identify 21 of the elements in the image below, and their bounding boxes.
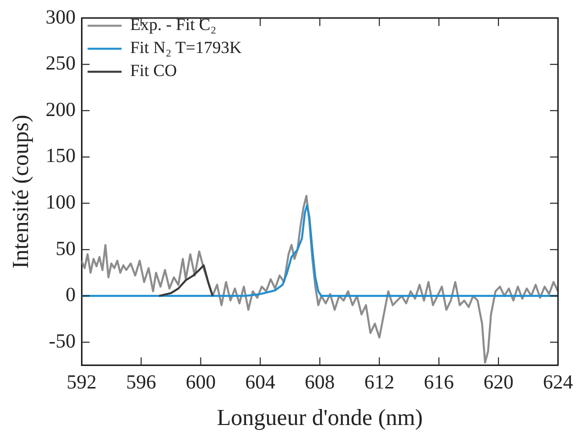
y-tick-label: 50 [56, 238, 76, 260]
x-tick-label: 620 [483, 372, 514, 394]
x-tick-label: 592 [66, 372, 97, 394]
x-axis-title: Longueur d'onde (nm) [216, 405, 423, 430]
legend-label: Fit CO [130, 61, 177, 80]
y-tick-label: 150 [46, 145, 76, 168]
y-tick-label: 0 [66, 284, 76, 306]
y-tick-label: 300 [46, 6, 76, 28]
y-tick-label: 100 [46, 192, 76, 214]
x-tick-label: 596 [126, 372, 156, 394]
legend-label: Fit N₂ T=1793K [130, 38, 242, 58]
x-tick-label: 608 [304, 372, 335, 394]
y-axis-title: Intensité (coups) [8, 114, 33, 269]
x-tick-label: 612 [364, 372, 394, 394]
y-tick-label: 200 [46, 98, 76, 121]
y-tick-label: 250 [46, 52, 76, 75]
x-tick-label: 616 [424, 372, 454, 394]
x-tick-label: 624 [543, 372, 573, 394]
x-tick-label: 600 [186, 372, 216, 394]
y-tick-label: -50 [48, 330, 76, 352]
x-tick-label: 604 [245, 372, 276, 394]
